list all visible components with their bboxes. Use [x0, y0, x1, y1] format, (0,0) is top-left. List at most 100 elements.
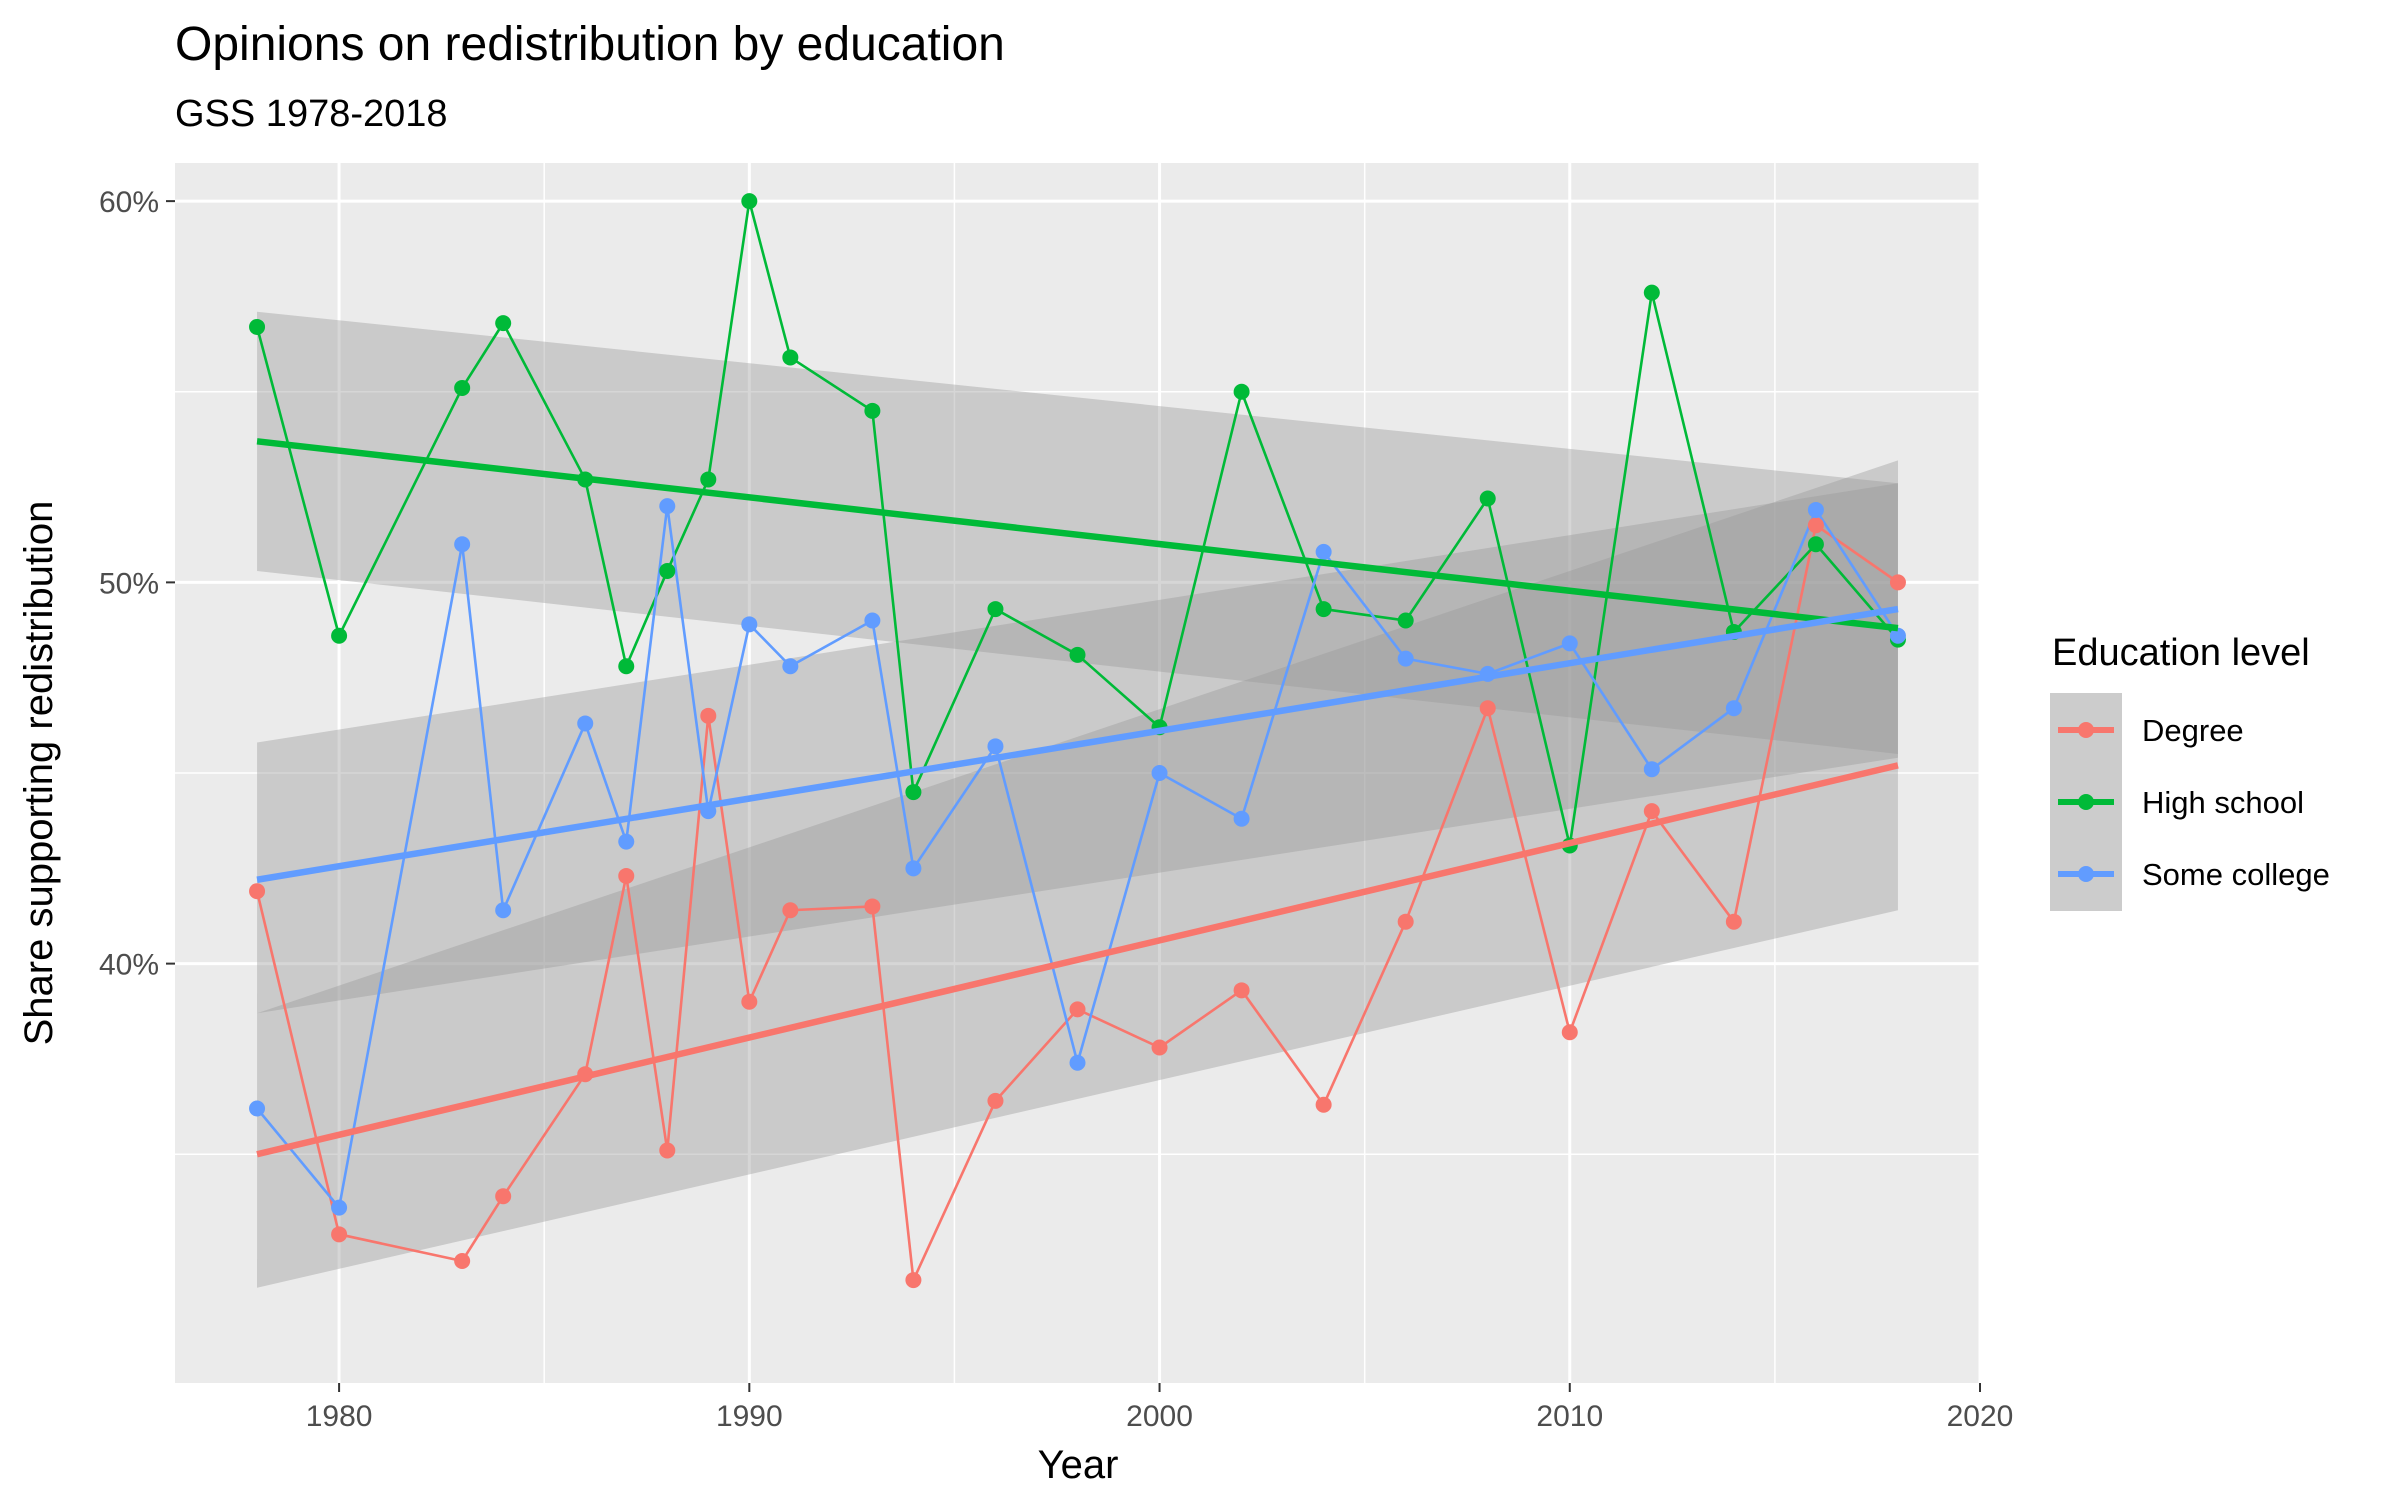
data-point-some-college: [1561, 635, 1578, 652]
data-point-degree: [1069, 1001, 1086, 1018]
legend-label: Degree: [2142, 713, 2244, 748]
legend-key-point: [2078, 722, 2094, 738]
data-point-high-school: [741, 193, 758, 210]
data-point-high-school: [331, 627, 348, 644]
trend-line-high-school: [256, 438, 1899, 632]
data-point-degree: [659, 1142, 676, 1159]
data-point-degree: [495, 1188, 512, 1205]
legend-item-high-school: High school: [2058, 785, 2304, 820]
x-tick-label: 2000: [1126, 1400, 1193, 1433]
data-point-degree: [331, 1226, 348, 1243]
data-point-high-school: [454, 379, 471, 396]
data-point-high-school: [905, 784, 922, 801]
legend-label: High school: [2142, 785, 2304, 820]
data-point-some-college: [331, 1199, 348, 1216]
data-point-high-school: [1643, 284, 1660, 301]
data-point-some-college: [659, 498, 676, 515]
data-point-high-school: [249, 318, 266, 335]
data-point-high-school: [864, 402, 881, 419]
legend-title: Education level: [2052, 632, 2310, 674]
data-point-degree: [1561, 1024, 1578, 1041]
y-tick-label: 50%: [99, 567, 159, 600]
data-point-some-college: [864, 612, 881, 629]
y-axis-title: Share supporting redistribution: [17, 501, 61, 1046]
legend-item-some-college: Some college: [2058, 857, 2330, 892]
ci-ribbon-some-college: [257, 483, 1898, 1014]
y-tick-label: 40%: [99, 949, 159, 982]
chart-title: Opinions on redistribution by education: [175, 18, 1005, 71]
series-lines: [255, 199, 1900, 1282]
data-point-some-college: [741, 616, 758, 633]
data-point-high-school: [1397, 612, 1414, 629]
data-point-some-college: [1725, 700, 1742, 717]
legend-item-degree: Degree: [2058, 713, 2244, 748]
minor-gridlines: [175, 163, 1980, 1383]
trend-line-some-college: [256, 605, 1899, 883]
data-point-some-college: [618, 833, 635, 850]
data-point-some-college: [1069, 1054, 1086, 1071]
data-point-high-school: [1315, 601, 1332, 618]
data-point-degree: [1233, 982, 1250, 999]
data-point-degree: [905, 1272, 922, 1289]
data-point-degree: [249, 883, 266, 900]
x-tick-label: 2010: [1536, 1400, 1603, 1433]
data-point-some-college: [1889, 627, 1906, 644]
trend-lines: [256, 438, 1899, 1158]
data-point-degree: [741, 993, 758, 1010]
data-point-degree: [864, 898, 881, 915]
series-line-some-college: [256, 504, 1900, 1209]
series-line-high-school: [255, 199, 1899, 847]
data-point-some-college: [249, 1100, 266, 1117]
data-point-high-school: [782, 349, 799, 366]
data-point-degree: [618, 867, 635, 884]
data-point-some-college: [454, 536, 471, 553]
legend-label: Some college: [2142, 857, 2330, 892]
y-tick-label: 60%: [99, 186, 159, 219]
data-point-degree: [700, 707, 717, 724]
x-axis: 1980 1990 2000 2010 2020: [306, 1383, 2014, 1433]
data-point-degree: [1807, 517, 1824, 534]
data-point-degree: [1151, 1039, 1168, 1056]
data-point-degree: [1889, 574, 1906, 591]
data-point-some-college: [1233, 810, 1250, 827]
data-point-degree: [454, 1253, 471, 1269]
data-point-some-college: [1397, 650, 1414, 667]
legend: Education level Degree High school Some co…: [2050, 632, 2330, 911]
y-axis: 40% 50% 60%: [99, 186, 175, 982]
data-point-degree: [1725, 913, 1742, 930]
legend-key-point: [2078, 866, 2094, 882]
data-point-some-college: [1151, 765, 1168, 781]
x-tick-label: 1990: [716, 1400, 783, 1433]
data-point-high-school: [700, 471, 717, 488]
data-point-degree: [987, 1092, 1004, 1109]
data-point-high-school: [1233, 383, 1250, 400]
data-point-some-college: [905, 860, 922, 877]
series-line-degree: [255, 523, 1899, 1282]
data-point-high-school: [987, 601, 1004, 618]
data-point-degree: [1479, 700, 1496, 717]
chart-subtitle: GSS 1978-2018: [175, 93, 448, 135]
data-point-some-college: [1315, 543, 1332, 560]
data-point-high-school: [1069, 646, 1086, 663]
legend-items: Degree High school Some college: [2058, 713, 2330, 892]
data-point-high-school: [1479, 490, 1496, 507]
data-point-some-college: [577, 715, 594, 732]
x-axis-title: Year: [1038, 1443, 1119, 1487]
data-point-high-school: [659, 562, 676, 579]
data-point-some-college: [1643, 761, 1660, 778]
x-tick-label: 2020: [1947, 1400, 2014, 1433]
x-tick-label: 1980: [306, 1400, 373, 1433]
data-point-some-college: [1807, 501, 1824, 518]
series-points: [249, 193, 1906, 1289]
data-point-degree: [1643, 803, 1660, 820]
data-point-degree: [1397, 913, 1414, 930]
data-point-high-school: [495, 315, 512, 332]
data-point-degree: [1315, 1096, 1332, 1113]
legend-key-point: [2078, 794, 2094, 810]
data-point-degree: [782, 902, 799, 919]
data-point-some-college: [987, 738, 1004, 755]
trend-line-degree: [256, 762, 1899, 1158]
data-point-some-college: [782, 658, 799, 675]
data-point-some-college: [495, 902, 512, 919]
